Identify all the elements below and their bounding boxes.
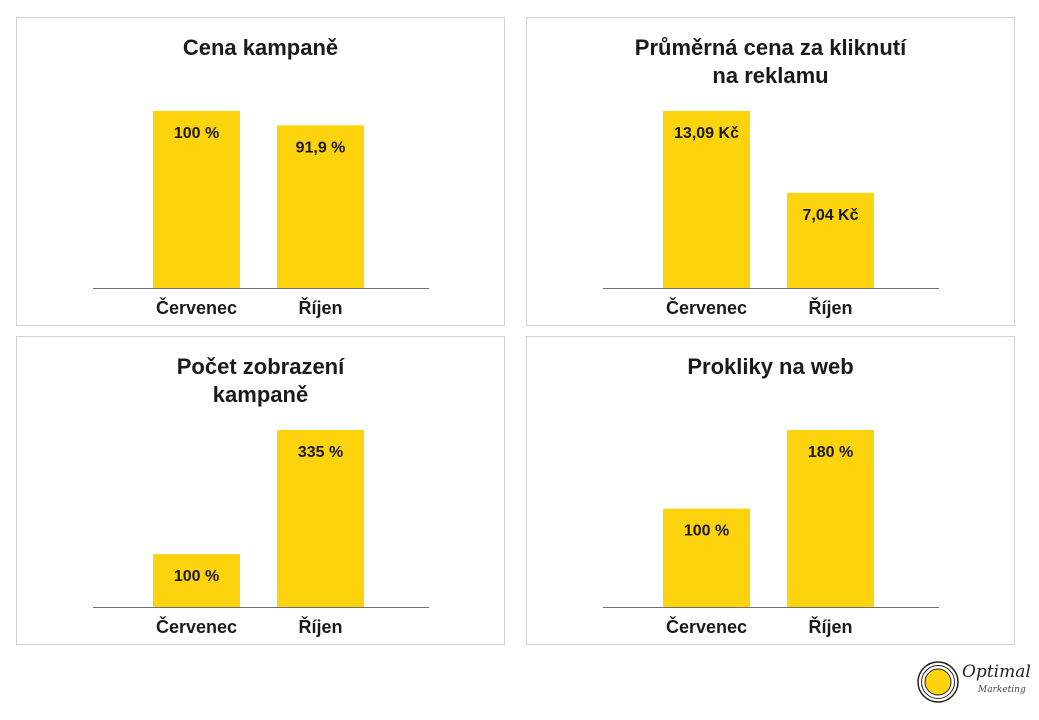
bar-1 — [787, 192, 874, 288]
chart-panel-cena-kampane: Cena kampaně 100 % Červenec 91,9 % Říjen — [16, 17, 505, 326]
bar-0 — [153, 554, 240, 607]
chart-title: Průměrná cena za kliknutí na reklamu — [634, 35, 907, 88]
bar-value-label: 7,04 Kč — [802, 207, 858, 224]
bar-0 — [663, 111, 750, 288]
chart-title: Cena kampaně — [182, 35, 339, 60]
optimal-marketing-logo: Optimal Marketing — [916, 660, 1031, 706]
category-label: Červenec — [156, 616, 237, 637]
bar-value-label: 335 % — [298, 444, 343, 461]
chart-panel-prumerna-cena: Průměrná cena za kliknutí na reklamu 13,… — [526, 17, 1015, 326]
chart-title: Prokliky na web — [687, 354, 854, 379]
bar-chart: 100 % Červenec 180 % Říjen — [603, 430, 939, 637]
bar-1 — [277, 125, 364, 288]
bar-value-label: 13,09 Kč — [674, 125, 739, 142]
bar-value-label: 100 % — [684, 523, 729, 540]
bar-chart: 100 % Červenec 91,9 % Říjen — [93, 111, 429, 318]
category-label: Říjen — [808, 616, 852, 637]
category-label: Říjen — [298, 616, 342, 637]
bar-0 — [663, 508, 750, 607]
bar-1 — [277, 430, 364, 607]
category-label: Červenec — [666, 297, 747, 318]
chart-panel-pocet-zobrazeni: Počet zobrazení kampaně 100 % Červenec 335… — [16, 336, 505, 645]
bar-0 — [153, 111, 240, 288]
bar-value-label: 100 % — [174, 568, 219, 585]
category-label: Říjen — [808, 297, 852, 318]
chart-title: Počet zobrazení kampaně — [176, 354, 345, 407]
optimal-marketing-logo-icon — [917, 661, 959, 703]
bar-chart: 100 % Červenec 335 % Říjen — [93, 430, 429, 637]
category-label: Červenec — [156, 297, 237, 318]
logo-subtitle: Marketing — [978, 685, 1026, 695]
category-label: Říjen — [298, 297, 342, 318]
category-label: Červenec — [666, 616, 747, 637]
bar-value-label: 100 % — [174, 125, 219, 142]
bar-1 — [787, 430, 874, 607]
bar-value-label: 91,9 % — [296, 139, 346, 156]
bar-chart: 13,09 Kč Červenec 7,04 Kč Říjen — [603, 111, 939, 318]
bar-value-label: 180 % — [808, 444, 853, 461]
logo-name: Optimal — [962, 662, 1031, 682]
chart-panel-prokliky-na-web: Prokliky na web 100 % Červenec 180 % Říjen — [526, 336, 1015, 645]
